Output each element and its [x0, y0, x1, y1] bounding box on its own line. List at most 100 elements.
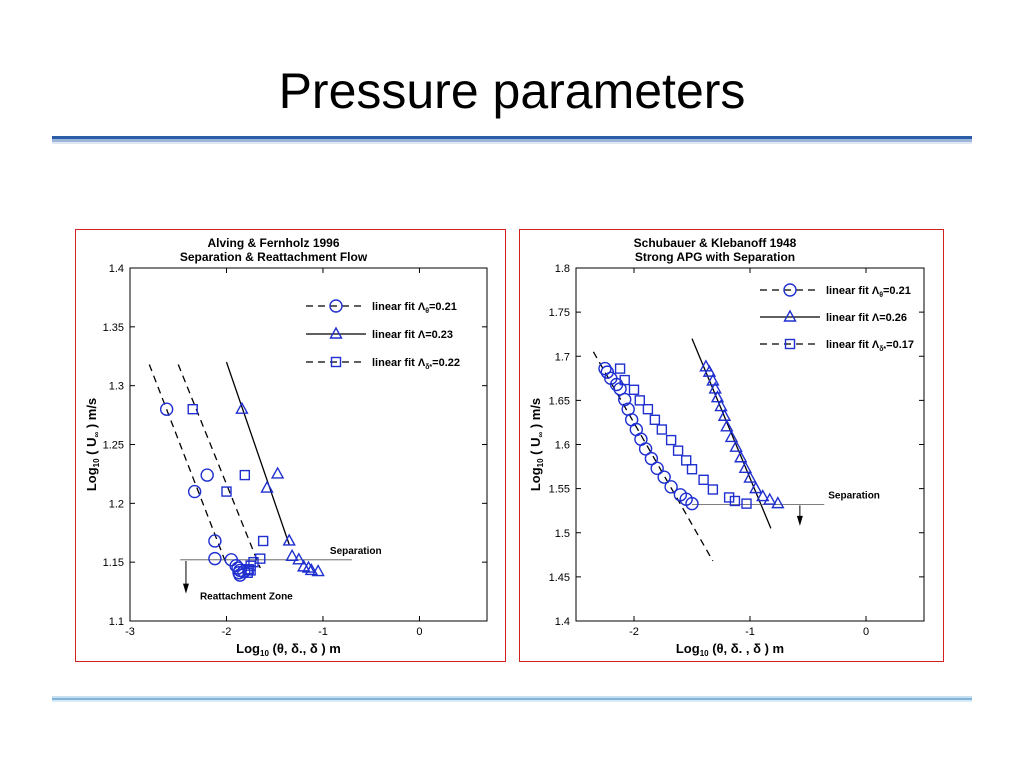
- y-tick-label: 1.35: [103, 322, 124, 334]
- y-tick-label: 1.45: [549, 572, 570, 584]
- data-point-square: [686, 464, 698, 475]
- data-point-triangle: [270, 466, 285, 479]
- legend-marker-triangle: [329, 326, 343, 339]
- data-point-square: [649, 414, 661, 425]
- reattachment-label: Reattachment Zone: [200, 592, 293, 603]
- y-tick-label: 1.5: [555, 528, 570, 540]
- separation-label: Separation: [330, 546, 382, 557]
- y-tick-label: 1.15: [103, 557, 124, 569]
- data-point-circle: [664, 480, 678, 494]
- data-point-circle: [159, 402, 174, 416]
- x-tick-label: -3: [125, 626, 135, 638]
- legend-label: linear fit Λδ*=0.17: [826, 339, 914, 353]
- y-tick-label: 1.65: [549, 395, 570, 407]
- legend-marker-circle: [329, 299, 343, 313]
- data-point-triangle: [260, 480, 274, 493]
- x-tick-label: -1: [745, 626, 755, 638]
- chart-title: Alving & Fernholz 1996: [207, 236, 339, 250]
- data-point-circle: [187, 484, 202, 499]
- title-divider: [52, 136, 972, 144]
- data-point-triangle: [282, 533, 296, 546]
- data-point-square: [187, 403, 198, 415]
- data-point-circle: [644, 451, 659, 466]
- x-axis-label: Log10 (θ, δ. , δ ) m: [676, 641, 784, 658]
- data-point-square: [243, 564, 254, 575]
- y-tick-label: 1.6: [555, 440, 570, 452]
- legend-label: linear fit Λ=0.23: [372, 329, 453, 341]
- data-point-triangle: [734, 450, 748, 463]
- x-tick-label: -2: [222, 626, 232, 638]
- data-point-triangle: [717, 408, 732, 421]
- y-tick-label: 1.4: [555, 616, 570, 628]
- y-tick-label: 1.2: [109, 498, 124, 510]
- x-tick-label: -1: [318, 626, 328, 638]
- footer-divider: [52, 696, 972, 702]
- data-point-triangle: [729, 439, 743, 452]
- data-point-square: [245, 565, 256, 576]
- data-point-square: [614, 363, 626, 374]
- data-point-square: [672, 445, 684, 456]
- data-point-square: [723, 492, 735, 503]
- y-tick-label: 1.8: [555, 263, 570, 275]
- data-point-square: [729, 495, 741, 507]
- legend-marker-square: [784, 338, 796, 350]
- legend-marker-circle: [783, 283, 797, 297]
- x-axis-label: Log10 (θ, δ., δ ) m: [236, 641, 341, 658]
- x-tick-label: 0: [863, 626, 869, 638]
- data-point-square: [255, 553, 266, 564]
- data-point-triangle: [714, 399, 728, 412]
- y-tick-label: 1.3: [109, 381, 124, 393]
- data-point-square: [628, 384, 640, 395]
- data-point-square: [741, 498, 752, 509]
- data-point-triangle: [235, 401, 249, 414]
- chart-subtitle: Separation & Reattachment Flow: [180, 250, 368, 264]
- chart-subtitle: Strong APG with Separation: [635, 250, 795, 264]
- data-point-triangle: [749, 481, 763, 494]
- fit-line: [225, 361, 290, 545]
- data-point-square: [242, 567, 253, 578]
- data-point-circle: [598, 361, 612, 376]
- data-point-circle: [208, 534, 222, 548]
- y-tick-label: 1.75: [549, 307, 570, 319]
- legend-marker-triangle: [783, 309, 797, 322]
- data-point-triangle: [771, 496, 785, 509]
- legend-label: linear fit Λδ*=0.22: [372, 357, 460, 371]
- data-point-triangle: [285, 548, 299, 561]
- data-point-triangle: [743, 470, 757, 483]
- data-point-triangle: [724, 429, 739, 443]
- y-tick-label: 1.25: [103, 440, 124, 452]
- data-point-triangle: [292, 552, 306, 565]
- data-point-triangle: [706, 373, 720, 386]
- data-point-square: [239, 469, 251, 481]
- data-point-circle: [685, 496, 699, 511]
- data-point-triangle: [311, 564, 325, 577]
- data-point-square: [680, 455, 692, 466]
- y-tick-label: 1.55: [549, 484, 570, 496]
- legend-label: linear fit Λθ=0.21: [826, 285, 911, 299]
- separation-label: Separation: [828, 491, 880, 502]
- data-point-triangle: [708, 381, 722, 394]
- y-axis-label: Log10 ( U∞ ) m/s: [84, 398, 101, 491]
- data-point-triangle: [720, 419, 734, 432]
- fit-line: [177, 364, 261, 569]
- legend-label: linear fit Λθ=0.21: [372, 301, 457, 315]
- data-point-circle: [638, 442, 653, 456]
- data-point-triangle: [702, 364, 717, 377]
- data-point-square: [665, 434, 677, 446]
- arrow-head: [182, 583, 189, 594]
- data-point-circle: [200, 468, 214, 482]
- slide-title: Pressure parameters: [278, 63, 746, 119]
- data-point-square: [656, 424, 668, 435]
- y-tick-label: 1.1: [109, 616, 124, 628]
- data-point-square: [257, 535, 269, 547]
- chart-panel-schubauer-klebanoff: Schubauer & Klebanoff 1948 Strong APG wit…: [519, 229, 944, 662]
- data-point-circle: [208, 551, 222, 566]
- data-point-triangle: [756, 489, 770, 502]
- y-tick-label: 1.4: [109, 263, 124, 275]
- data-point-square: [698, 474, 709, 486]
- data-point-triangle: [304, 562, 319, 576]
- y-tick-label: 1.7: [555, 351, 570, 363]
- data-point-triangle: [699, 359, 713, 372]
